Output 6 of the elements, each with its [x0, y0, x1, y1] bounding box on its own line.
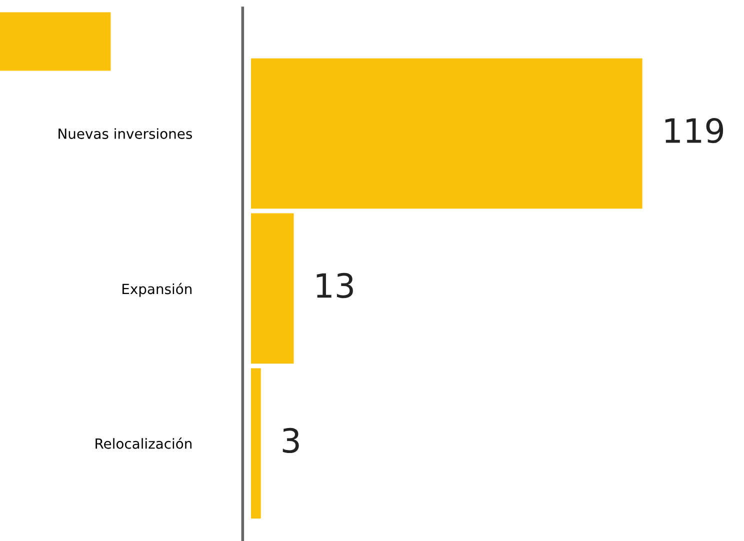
- data-label: 13: [316, 272, 353, 298]
- y-tick-label: Nuevas inversiones: [58, 128, 192, 139]
- y-tick-label: Relocalización: [96, 438, 192, 449]
- y-tick-label: Expansión: [122, 282, 192, 297]
- data-label: 119: [665, 118, 724, 144]
- data-label: 3: [282, 428, 299, 454]
